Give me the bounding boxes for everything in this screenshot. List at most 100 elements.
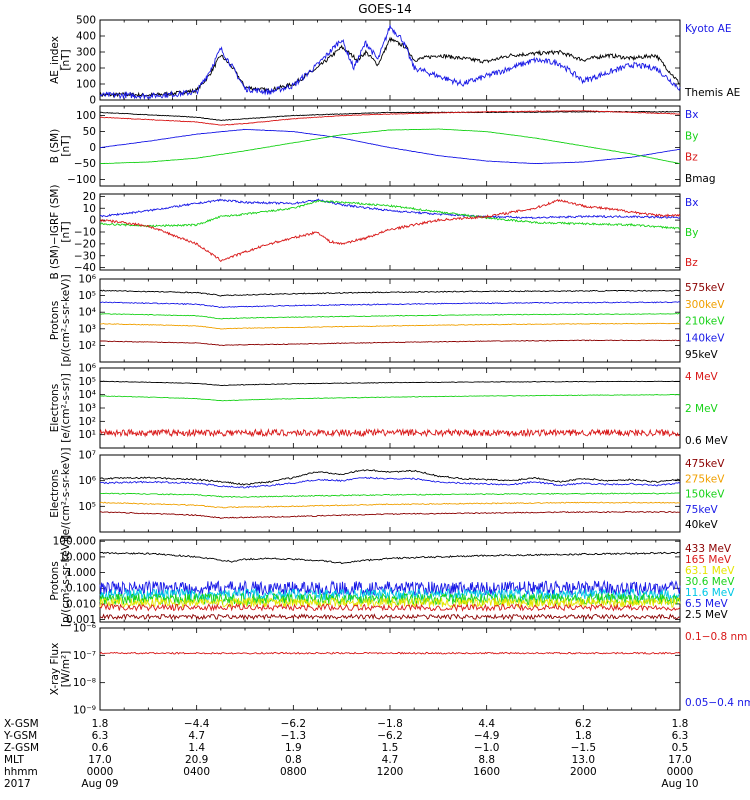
y-axis-label-line: Electrons [49, 384, 61, 433]
y-axis-label-line: [nT] [60, 135, 72, 156]
y-axis-label-line: [e/(cm²-s-sr)] [60, 373, 72, 442]
x-axis-value: 4.7 [188, 730, 205, 742]
legend-entry: Bx [685, 197, 698, 209]
series-line [99, 427, 681, 438]
panel-frame [99, 627, 681, 711]
legend-entry: 40keV [685, 519, 719, 531]
panel-frame [99, 19, 681, 101]
series-line [99, 128, 681, 165]
y-tick-label: 0 [89, 142, 96, 154]
y-axis-label-line: [e/(cm²-s-sr-keV)] [60, 448, 72, 540]
x-axis-row-label: Y-GSM [3, 730, 37, 742]
series-line [99, 322, 681, 330]
x-axis-value: 0000 [87, 766, 114, 778]
series-line [99, 596, 681, 610]
legend-entry: 4 MeV [685, 371, 719, 383]
y-axis-label: Electrons[e/(cm²-s-sr-keV)] [49, 448, 72, 540]
y-axis-label-line: [nT] [60, 49, 72, 70]
legend-entry: By [685, 130, 698, 142]
x-axis-value: 8.8 [478, 754, 495, 766]
y-axis-label-line: AE_index [49, 36, 61, 84]
panel-ae: 0 100 200 300 400 500 AE_index[nT] Kyoto AE Them… [49, 15, 740, 107]
series-line [99, 510, 681, 520]
y-axis-label-line: X-ray Flux [49, 643, 61, 696]
y-axis-label-line: [p/(cm²-s-sr-keV)] [60, 274, 72, 366]
y-tick-label: 500 [76, 15, 96, 27]
series-line [99, 110, 681, 121]
y-tick-label: 10⁶ [78, 475, 96, 487]
y-tick-label: 100 [76, 110, 96, 122]
y-tick-label: 10⁻⁶ [73, 623, 96, 635]
y-axis-label-line: Protons [49, 301, 61, 340]
panel-frame [99, 278, 681, 363]
y-axis-label-line: B (SM) [49, 129, 61, 163]
legend-entry: Bz [685, 257, 698, 269]
y-axis-label: B (SM)[nT] [49, 129, 72, 163]
legend-entry: Bmag [685, 173, 716, 185]
y-tick-label: −40 [74, 262, 96, 274]
series-line [99, 469, 681, 486]
y-tick-label: 10.000 [59, 551, 96, 563]
y-tick-label: 300 [76, 47, 96, 59]
series-line [99, 476, 681, 489]
x-axis-value: 6.2 [575, 718, 592, 730]
y-axis-label-line: [W/m²] [60, 651, 72, 688]
legend-entry: 30.6 MeV [685, 576, 735, 588]
legend-entry: 95keV [685, 349, 719, 361]
legend-entry: 0.05−0.4 nm [685, 697, 750, 709]
panel-protons: 10² 10³ 10⁴ 10⁵ 10⁶ Protons[p/(cm²-s-sr-keV)]… [49, 274, 725, 367]
y-axis-label: X-ray Flux[W/m²] [49, 643, 72, 696]
y-tick-label: 10⁻⁹ [73, 705, 96, 717]
x-axis-row-label: 2017 [4, 778, 31, 790]
legend-entry: 0.1−0.8 nm [685, 631, 747, 643]
y-tick-label: 0.001 [66, 614, 96, 626]
x-axis-row-label: Z-GSM [4, 742, 39, 754]
y-axis-label-line: [nT] [60, 221, 72, 242]
legend-entry: Bx [685, 109, 698, 121]
legend-entry: 6.5 MeV [685, 598, 729, 610]
x-axis-value: 0.8 [285, 754, 302, 766]
series-line [99, 501, 681, 509]
y-tick-label: 10⁶ [78, 274, 96, 286]
x-axis-table: X-GSMY-GSMZ-GSMMLThhmm20171.86.30.617.00… [3, 718, 699, 790]
series-line [99, 380, 681, 386]
legend-entry: 210keV [685, 316, 725, 328]
x-axis-value: 17.0 [668, 754, 691, 766]
y-tick-label: 0 [89, 215, 96, 227]
series-line [99, 289, 681, 297]
x-axis-value: −4.9 [474, 730, 500, 742]
x-axis-row-label: X-GSM [4, 718, 39, 730]
series-line [99, 339, 681, 346]
series-line [100, 128, 681, 165]
x-axis-value: 20.9 [185, 754, 208, 766]
legend-entry: 300keV [685, 299, 725, 311]
panel-b: −100 −50 0 50 100 B (SM)[nT] Bx By Bz Bmag [49, 105, 716, 187]
panel-protons-mev: 0.0010.0100.1001.00010.000100.000Protons… [49, 535, 735, 627]
y-tick-label: −10 [74, 227, 96, 239]
legend-entry: Bz [685, 152, 698, 164]
series-line [99, 301, 681, 309]
x-axis-value: Aug 09 [81, 778, 118, 790]
x-axis-value: −1.5 [571, 742, 597, 754]
legend-entry: 140keV [685, 332, 725, 344]
y-tick-label: 20 [83, 191, 96, 203]
x-axis-value: 17.0 [88, 754, 111, 766]
y-tick-label: 400 [76, 31, 96, 43]
y-tick-label: 0.010 [66, 598, 96, 610]
x-axis-value: 1.4 [188, 742, 205, 754]
x-axis-value: 1.9 [285, 742, 302, 754]
panel-electrons-kev: 10⁵ 10⁶ 10⁷ Electrons[e/(cm²-s-sr-keV)] 475k… [49, 448, 725, 540]
legend-entry: 0.6 MeV [685, 435, 729, 447]
y-tick-label: 10³ [78, 323, 96, 335]
x-axis-value: −6.2 [281, 718, 307, 730]
x-axis-value: 4.7 [382, 754, 399, 766]
y-tick-label: 100.000 [53, 536, 96, 548]
y-tick-label: 10⁴ [78, 307, 96, 319]
y-tick-label: −30 [74, 250, 96, 262]
legend-entry: Themis AE [684, 87, 740, 99]
legend-entry: Kyoto AE [685, 23, 731, 35]
x-axis-value: −1.0 [474, 742, 500, 754]
y-tick-label: 0 [89, 95, 96, 107]
